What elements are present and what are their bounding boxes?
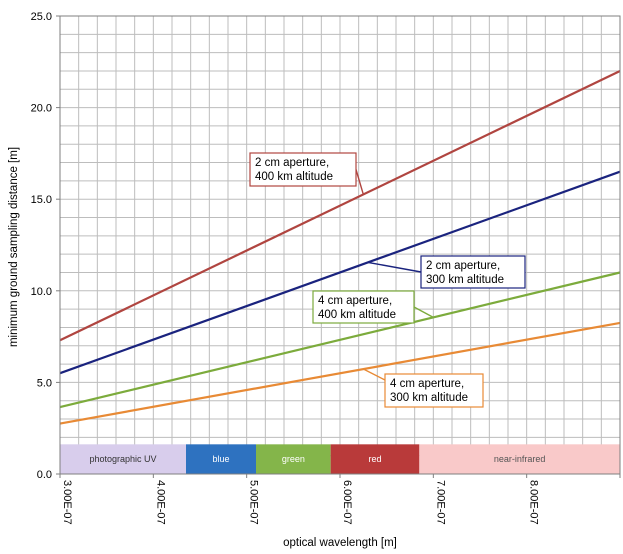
callout-leader-2 [367, 261, 422, 273]
x-tick-label: 7.00E-07 [434, 480, 446, 525]
band-blue [186, 444, 256, 474]
x-tick-label: 4.00E-07 [154, 480, 166, 525]
series-lines [59, 70, 621, 425]
x-tick-label: 8.00E-07 [528, 480, 540, 525]
x-axis-title: optical wavelength [m] [283, 537, 397, 549]
series-line-4 [59, 321, 621, 425]
axes: 0.0 5.0 10.0 15.0 20.0 25.0 3.00E-07 4.00E-07 5.… [31, 11, 623, 525]
band-label: blue [212, 454, 229, 464]
y-tick-label: 20.0 [31, 103, 52, 115]
callout-box-2 [420, 255, 526, 289]
grid [59, 15, 621, 475]
y-tick-label: 5.0 [37, 377, 52, 389]
y-axis-title: minimum ground sampling distance [m] [8, 147, 20, 347]
callout-box-3 [312, 290, 415, 324]
callout-label-3: 4 cm aperture, [318, 295, 392, 307]
band-label: near-infrared [494, 454, 546, 464]
callout-leader-4 [363, 368, 386, 381]
y-tick-label: 10.0 [31, 286, 52, 298]
callout-box-4 [384, 373, 484, 408]
callouts: 2 cm aperture, 400 km altitude 2 cm apertu… [249, 152, 526, 408]
band-near-infrared [419, 444, 620, 474]
callout-label-2: 2 cm aperture, [426, 260, 500, 272]
x-tick-label: 9.00E-07 [621, 480, 623, 525]
series-line-2 [59, 170, 621, 375]
callout-box-1 [249, 152, 357, 187]
series-line-3 [59, 271, 621, 409]
x-tick-label: 5.00E-07 [248, 480, 260, 525]
band-green [256, 444, 331, 474]
y-tick-label: 0.0 [37, 469, 52, 481]
y-tick-label: 15.0 [31, 194, 52, 206]
band-photographic-uv [60, 444, 186, 474]
callout-label-3: 400 km altitude [318, 309, 396, 321]
x-tick-label: 6.00E-07 [341, 480, 353, 525]
band-label: photographic UV [89, 454, 156, 464]
band-red [330, 444, 420, 474]
spectral-bands: photographic UV blue green red near-infrared [60, 444, 620, 474]
callout-label-1: 2 cm aperture, [255, 157, 329, 169]
callout-label-4: 4 cm aperture, [390, 378, 464, 390]
callout-leader-3 [413, 306, 434, 318]
callout-label-2: 300 km altitude [426, 274, 504, 286]
series-line-1 [59, 70, 621, 342]
callout-label-4: 300 km altitude [390, 392, 468, 404]
x-tick-label: 3.00E-07 [61, 480, 73, 525]
callout-label-1: 400 km altitude [255, 171, 333, 183]
callout-leader-1 [355, 169, 365, 195]
band-label: red [368, 454, 381, 464]
band-label: green [282, 454, 305, 464]
y-tick-label: 25.0 [31, 11, 52, 23]
